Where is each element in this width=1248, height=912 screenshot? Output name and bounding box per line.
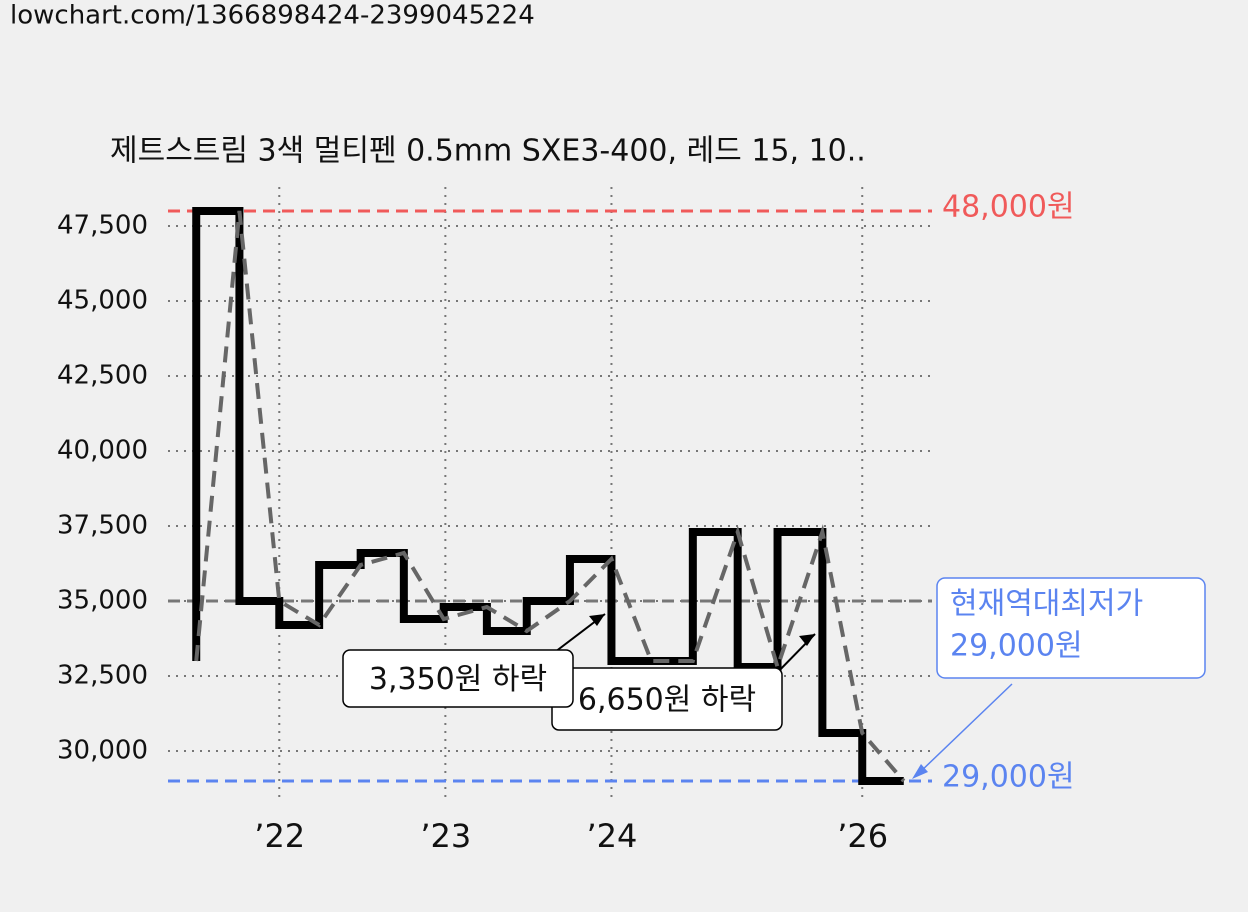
annotation-box xyxy=(342,649,574,708)
price-line xyxy=(194,210,906,783)
arrow-head xyxy=(912,764,928,779)
y-tick-label: 30,000 xyxy=(57,736,148,766)
y-tick-label: 32,500 xyxy=(57,661,148,691)
current-low-text: 현재역대최저가 xyxy=(950,587,1143,622)
y-tick-label: 37,500 xyxy=(57,511,148,541)
y-tick-label: 45,000 xyxy=(57,286,148,316)
y-tick-label: 40,000 xyxy=(57,436,148,466)
current-low-box xyxy=(936,577,1206,679)
reference-label: 29,000원 xyxy=(942,760,1075,795)
current-low-arrow xyxy=(917,683,1013,775)
url: lowchart.com/1366898424-2399045224 xyxy=(10,1,535,31)
x-tick-label: ’22 xyxy=(254,817,305,855)
arrow-head xyxy=(799,634,815,646)
x-tick-label: ’23 xyxy=(420,817,471,855)
y-tick-label: 47,500 xyxy=(57,211,148,241)
annotation-text: 3,350원 하락 xyxy=(369,662,547,697)
y-tick-label: 35,000 xyxy=(57,586,148,616)
arrow-head xyxy=(589,614,605,626)
annotation-text: 6,650원 하락 xyxy=(578,683,756,718)
chart-title: 제트스트림 3색 멀티펜 0.5mm SXE3-400, 레드 15, 10.. xyxy=(110,134,866,169)
current-low-text: 29,000원 xyxy=(950,629,1083,664)
x-tick-label: ’26 xyxy=(837,817,888,855)
x-tick-label: ’24 xyxy=(586,817,637,855)
reference-label: 48,000원 xyxy=(942,190,1075,225)
y-tick-label: 42,500 xyxy=(57,361,148,391)
